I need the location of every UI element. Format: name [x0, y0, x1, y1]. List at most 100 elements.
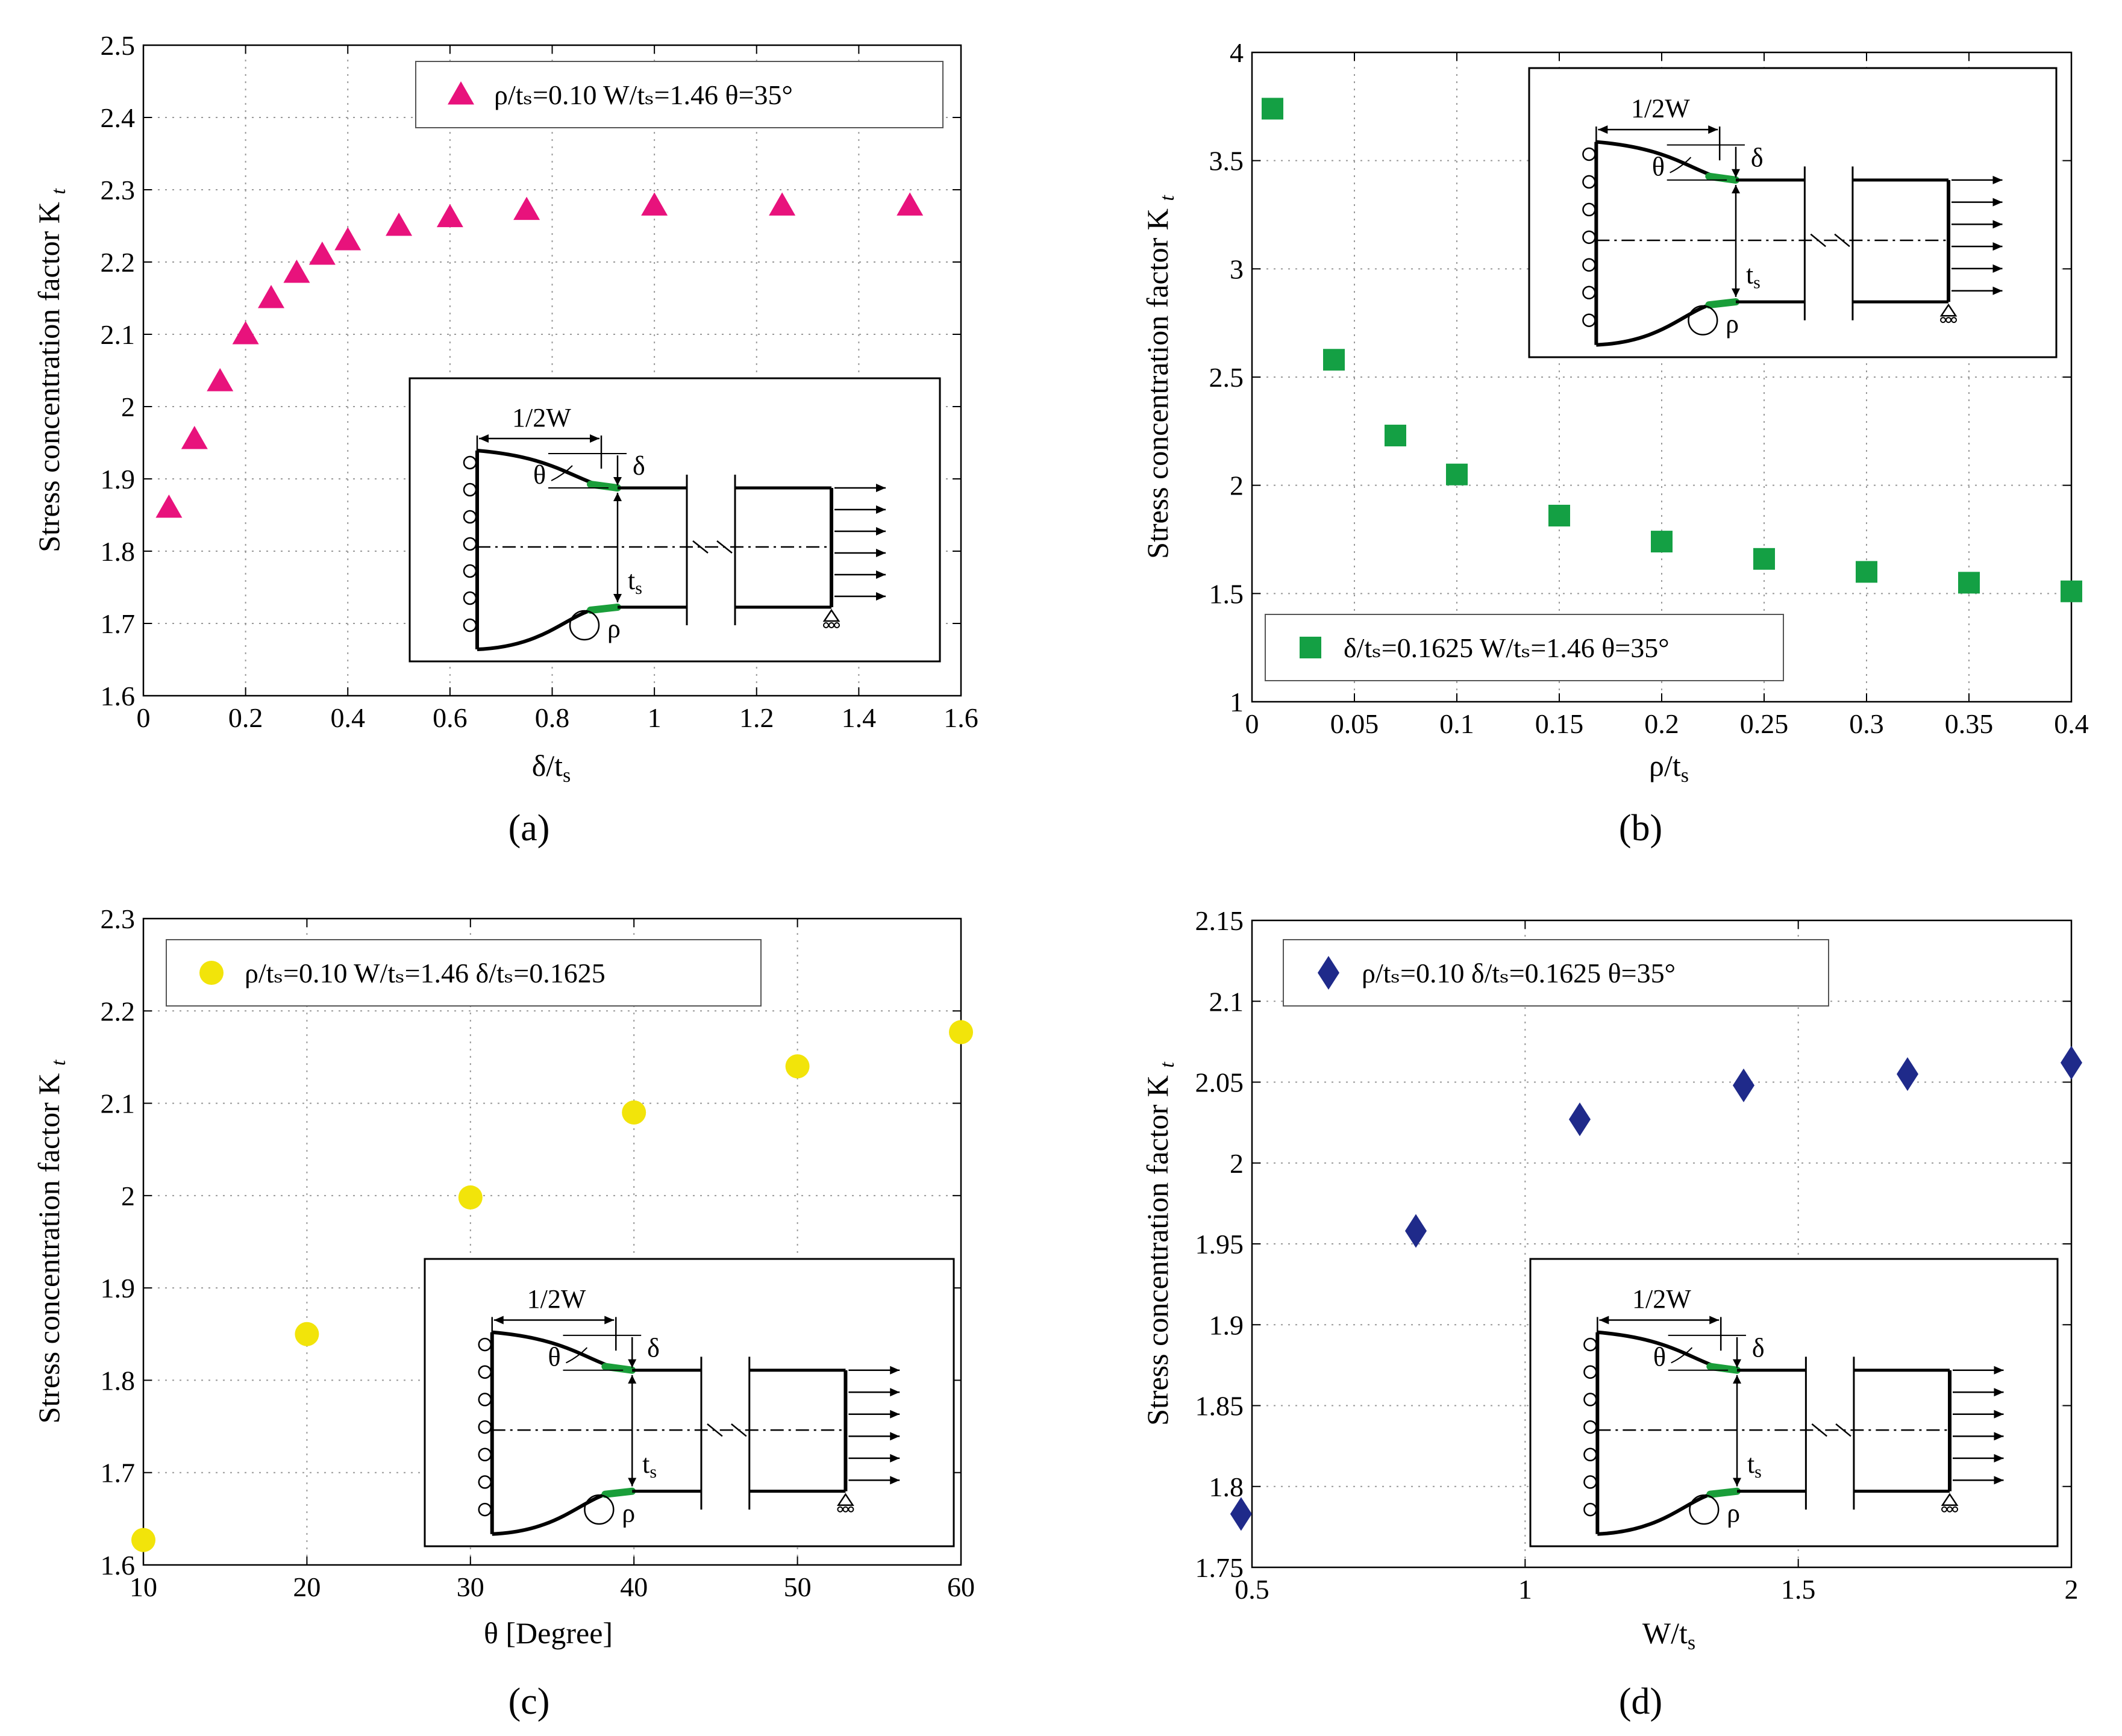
arrow-head — [1992, 242, 2003, 251]
roller-support — [463, 564, 477, 578]
delta-label: δ — [1751, 143, 1764, 172]
y-axis-label-sub: t — [1156, 195, 1178, 201]
y-tick-label: 2.3 — [101, 904, 136, 934]
x-axis-label: δ/ts — [532, 749, 571, 787]
x-tick-label: 0.5 — [1235, 1574, 1269, 1605]
data-point — [207, 368, 234, 392]
roller-support — [463, 510, 477, 524]
arrow-head — [1733, 1478, 1742, 1487]
data-point — [1385, 425, 1406, 447]
data-point — [2061, 1046, 2082, 1080]
x-tick-label: 1.6 — [944, 702, 978, 733]
roller-support — [1583, 1420, 1597, 1434]
bottom-fillet — [601, 1487, 636, 1498]
legend-box — [415, 61, 944, 128]
top-fillet — [601, 1363, 636, 1374]
arrow-head — [479, 434, 489, 443]
chart-panel-a: 0 0.2 0.4 0.6 0.8 1 1.2 1.4 1.6 1.6 1.7 1.8 1.9 2 2.1 2… — [32, 30, 978, 849]
chart-panel-b: 0 0.05 0.1 0.15 0.2 0.25 0.3 0.35 0.4 1 1.5 2 2.5 3 3.… — [1141, 37, 2089, 849]
arrow-head — [876, 549, 886, 557]
width-label: 1/2W — [1632, 1284, 1691, 1314]
roller-support — [478, 1365, 492, 1379]
y-axis-label-sub: t — [48, 1059, 70, 1066]
data-point — [769, 192, 796, 216]
x-axis-label: W/ts — [1642, 1616, 1695, 1654]
x-tick-label: 50 — [784, 1572, 812, 1602]
t-label: ts — [1746, 260, 1761, 292]
x-tick-label: 0.3 — [1849, 708, 1884, 739]
t-main: t — [642, 1449, 649, 1479]
data-point — [1856, 561, 1877, 583]
y-axis-label-sub: t — [48, 188, 70, 195]
geometry-schematic: 1/2W δ θ tsρ — [1529, 1258, 2059, 1547]
rho-label: ρ — [1727, 1498, 1740, 1528]
arrow-head — [1994, 1410, 2004, 1419]
top-fillet — [587, 481, 621, 492]
geometry-schematic: 1/2W δ θ tsρ — [408, 377, 941, 663]
x-axis-label-main: ρ/t — [1649, 749, 1681, 782]
arrow-head — [890, 1388, 900, 1397]
data-point — [1405, 1214, 1427, 1248]
arrow-head — [1992, 175, 2003, 184]
y-tick-label: 2.1 — [101, 1088, 136, 1119]
rho-label: ρ — [622, 1498, 635, 1528]
data-point — [2061, 580, 2082, 602]
arrow-head — [890, 1453, 900, 1463]
roller-support — [478, 1447, 492, 1462]
y-tick-label: 1.9 — [1209, 1310, 1244, 1340]
y-tick-label: 1.75 — [1195, 1552, 1244, 1583]
roller-support — [1583, 1365, 1597, 1379]
x-tick-label: 30 — [457, 1572, 484, 1602]
data-point — [1733, 1068, 1754, 1102]
top-fillet — [1705, 172, 1740, 184]
y-tick-label: 4 — [1230, 37, 1244, 68]
x-tick-label: 1.4 — [842, 702, 877, 733]
x-tick-label: 10 — [130, 1572, 157, 1602]
t-main: t — [1746, 260, 1753, 289]
arrow-head — [890, 1366, 900, 1375]
pin-roller — [1941, 1506, 1948, 1513]
pin-roller — [1951, 317, 1958, 323]
bottom-fillet — [1706, 1487, 1741, 1498]
arrow-head — [1994, 1432, 2004, 1441]
x-tick-label: 60 — [947, 1572, 975, 1602]
roller-support — [1583, 1475, 1597, 1489]
data-point — [1753, 548, 1775, 570]
pin-support — [837, 1493, 854, 1506]
chart-panel-d: 0.5 1 1.5 2 1.75 1.8 1.85 1.9 1.95 2 2.05 2.1 2.15 1/… — [1141, 905, 2082, 1722]
y-tick-label: 2.2 — [101, 996, 136, 1026]
data-point — [232, 321, 259, 345]
x-tick-label: 0 — [1245, 708, 1259, 739]
pin-roller — [1940, 317, 1947, 323]
arrow-head — [1733, 1359, 1742, 1368]
arrow-head — [876, 592, 886, 601]
roller-support — [478, 1502, 492, 1517]
x-axis-label-main: δ/t — [532, 749, 563, 782]
x-axis-label-main: W/t — [1642, 1616, 1688, 1650]
data-point — [458, 1185, 483, 1210]
x-tick-label: 0.4 — [2054, 708, 2089, 739]
legend-box — [1265, 614, 1784, 681]
y-axis-label-main: Stress concentration factor K — [1141, 1068, 1174, 1426]
arrow-head — [604, 1316, 615, 1325]
roller-support — [1582, 202, 1596, 217]
rho-circle — [1688, 305, 1718, 336]
y-axis-label: Stress concentration factor K t — [1141, 1061, 1178, 1426]
pin-roller — [828, 622, 834, 628]
legend-text: δ/tₛ=0.1625 W/tₛ=1.46 θ=35° — [1344, 632, 1670, 663]
y-tick-label: 1.9 — [101, 464, 136, 495]
arrow-head — [613, 594, 622, 602]
pin-roller — [823, 622, 829, 628]
pin-roller — [1947, 1506, 1953, 1513]
arrow-head — [1992, 286, 2003, 295]
roller-support — [1583, 1447, 1597, 1462]
break-mark — [1811, 1423, 1827, 1437]
arrow-head — [1598, 125, 1608, 134]
theta-label: θ — [533, 460, 546, 490]
data-point — [155, 495, 183, 518]
y-axis-label: Stress concentration factor K t — [32, 1059, 70, 1423]
x-tick-label: 0 — [137, 702, 151, 733]
data-point — [1569, 1102, 1591, 1137]
arrow-head — [1732, 185, 1741, 194]
panel-label: (d) — [1619, 1681, 1662, 1722]
